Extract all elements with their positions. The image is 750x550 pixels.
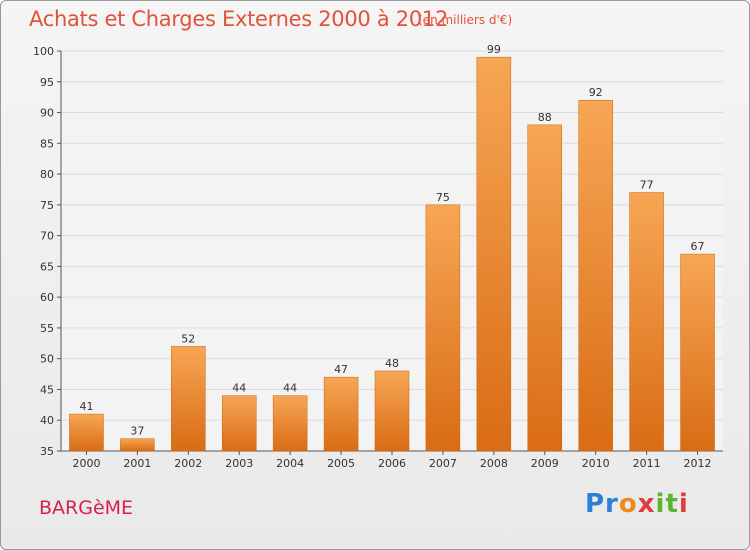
bar-value-label: 41 <box>79 400 93 413</box>
y-tick-label: 100 <box>33 45 54 58</box>
bar <box>680 253 715 452</box>
chart-subtitle: (en milliers d'€) <box>418 13 513 27</box>
y-tick-label: 60 <box>40 291 54 304</box>
y-tick-label: 70 <box>40 230 54 243</box>
bar-value-label: 47 <box>334 363 348 376</box>
bar <box>323 376 359 452</box>
bar-value-label: 48 <box>385 357 399 370</box>
y-tick-label: 90 <box>40 107 54 120</box>
bar-value-label: 44 <box>283 382 297 395</box>
x-tick-label: 2011 <box>633 457 661 470</box>
bar <box>578 99 613 452</box>
x-tick-label: 2003 <box>225 457 253 470</box>
bar-value-label: 44 <box>232 382 246 395</box>
y-tick-label: 75 <box>40 199 54 212</box>
chart-title: Achats et Charges Externes 2000 à 2012 <box>29 7 449 31</box>
bar <box>374 370 410 452</box>
bar <box>425 204 461 452</box>
x-tick-label: 2004 <box>276 457 304 470</box>
x-tick-label: 2009 <box>531 457 559 470</box>
y-tick-label: 50 <box>40 353 54 366</box>
x-tick-label: 2006 <box>378 457 406 470</box>
bar <box>69 413 104 452</box>
x-tick-label: 2002 <box>174 457 202 470</box>
y-tick-label: 55 <box>40 322 54 335</box>
town-name: BARGèME <box>39 497 134 519</box>
bar-value-label: 37 <box>130 425 144 438</box>
bar <box>476 56 512 452</box>
y-tick-label: 65 <box>40 260 54 273</box>
bar <box>629 192 664 452</box>
proxiti-logo: Proxiti <box>585 489 689 519</box>
bar-value-label: 92 <box>589 86 603 99</box>
bar-value-label: 77 <box>640 179 654 192</box>
bar-value-label: 52 <box>181 332 195 345</box>
x-tick-label: 2001 <box>123 457 151 470</box>
x-tick-label: 2012 <box>684 457 712 470</box>
x-tick-label: 2005 <box>327 457 355 470</box>
y-tick-label: 35 <box>40 445 54 458</box>
bar <box>171 346 206 452</box>
bar-value-label: 75 <box>436 191 450 204</box>
bar <box>272 395 308 452</box>
bar-value-label: 88 <box>538 111 552 124</box>
y-tick-label: 95 <box>40 76 54 89</box>
y-tick-label: 40 <box>40 414 54 427</box>
x-tick-label: 2010 <box>582 457 610 470</box>
y-tick-label: 85 <box>40 137 54 150</box>
bar-value-label: 99 <box>487 43 501 56</box>
bar-value-label: 67 <box>691 240 705 253</box>
x-tick-label: 2008 <box>480 457 508 470</box>
y-tick-label: 80 <box>40 168 54 181</box>
bar <box>221 395 257 452</box>
x-tick-label: 2007 <box>429 457 457 470</box>
x-tick-label: 2000 <box>72 457 100 470</box>
y-tick-label: 45 <box>40 383 54 396</box>
bar <box>120 438 155 452</box>
bar <box>527 124 563 452</box>
